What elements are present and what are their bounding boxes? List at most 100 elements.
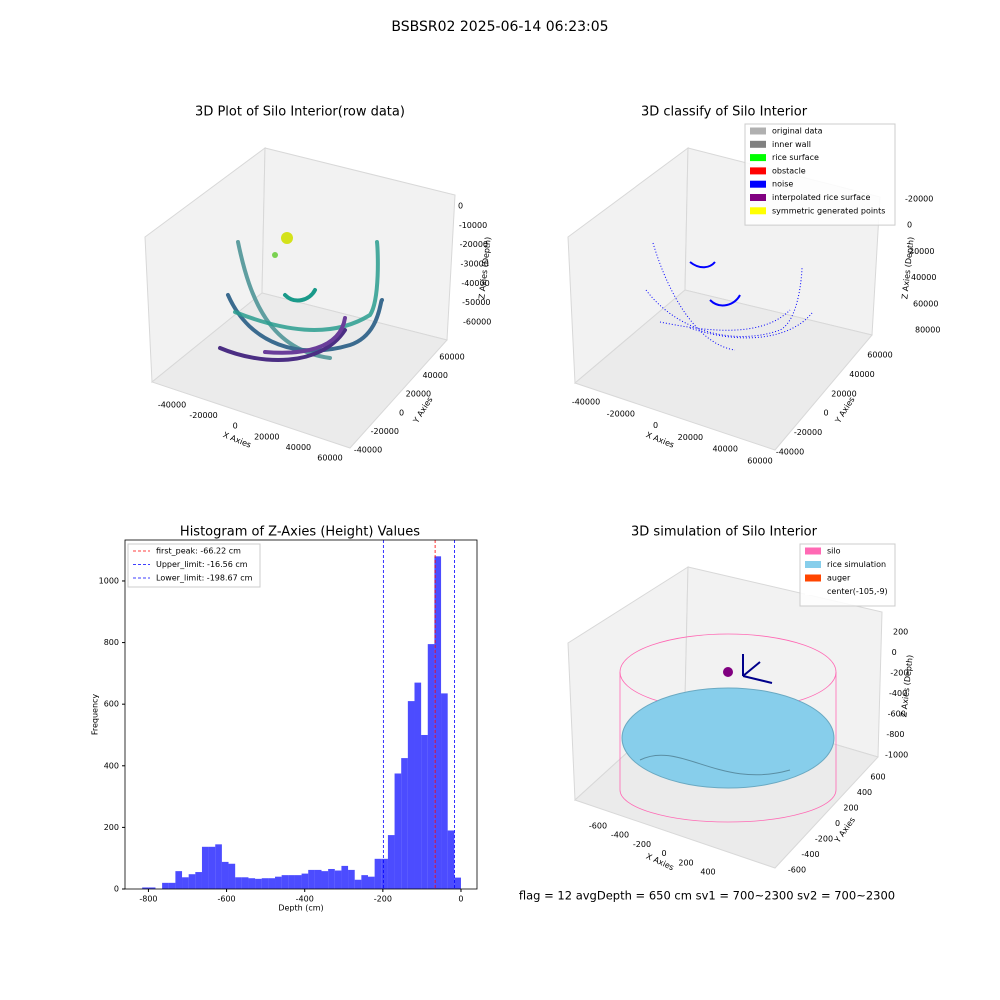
histogram-bar [188,874,196,889]
legend-swatch [805,574,821,582]
x-tick-label: -800 [139,895,157,904]
y-tick-label: -600 [788,866,806,875]
legend-label: inner wall [772,140,811,149]
silo-simulation [619,633,837,823]
y-tick-label: -40000 [776,448,804,457]
y-tick-label: 0 [835,819,840,828]
x-axis-label: X Axies [645,430,676,449]
histogram-bar [454,877,461,889]
histogram-bar [275,876,282,889]
y-axis-label: Frequency [91,694,100,736]
z-axis-label: Z Axies (Depth) [899,654,915,717]
plot-frame [124,539,478,890]
histogram-bar [241,877,249,889]
z-tick-label: 20000 [909,247,934,256]
z-tick-label: 0 [892,648,897,657]
legend-label: Lower_limit: -198.67 cm [156,574,253,583]
z-tick-label: -50000 [462,298,490,307]
histogram-bar [215,844,222,889]
y-axis-label: Y Axies [833,395,857,425]
z-tick-label: -800 [886,730,904,739]
figure-title: BSBSR02 2025-06-14 06:23:05 [391,19,608,35]
legend-label: silo [827,547,841,556]
legend-label: rice simulation [827,560,886,569]
x-tick-label: 200 [678,858,693,867]
histogram-bar [228,863,236,889]
histogram-bar [308,869,315,889]
z-tick-label: 60000 [913,299,938,308]
x-tick-label: 0 [661,849,666,858]
point-cloud [218,232,384,362]
y-tick-label: 200 [843,804,858,813]
histogram-bar [401,758,408,889]
y-axis-label: Y Axies [411,395,435,425]
histogram-bar [434,556,442,889]
histogram-bar [255,878,262,889]
subplot-title: 3D classify of Silo Interior [641,105,808,120]
histogram-bar [387,835,395,889]
y-tick-label: 40000 [422,371,447,380]
legend-swatch [750,167,766,175]
y-tick-label: 20000 [831,389,856,398]
x-tick-label: -200 [374,895,392,904]
z-tick-label: -10000 [459,221,487,230]
histogram-bar [314,869,322,889]
y-tick-label: -200 [815,835,833,844]
z-tick-label: -20000 [905,195,933,204]
histogram-bar [427,644,435,889]
histogram-bar [348,869,355,889]
x-tick-label: -40000 [572,398,600,407]
z-tick-label: 200 [893,628,908,637]
y-tick-label: -40000 [354,446,382,455]
histogram-bar [195,872,202,889]
z-tick-label: -30000 [461,260,489,269]
histogram-bar [368,876,375,889]
x-tick-label: -20000 [189,411,217,420]
histogram-bar [301,873,309,889]
histogram-bar [447,830,455,889]
z-tick-label: -400 [889,689,907,698]
histogram-bar [281,875,289,889]
x-tick-label: -200 [633,840,651,849]
x-tick-label: 60000 [317,454,342,463]
histogram-bar [248,878,256,889]
legend-label: center(-105,-9) [827,587,888,596]
z-tick-label: -600 [888,710,906,719]
x-tick-label: -40000 [158,401,186,410]
x-tick-label: 0 [458,895,463,904]
histogram-bar [294,875,302,889]
legend-label: obstacle [772,166,806,175]
histogram-bar [288,875,295,889]
y-tick-label: 200 [104,823,119,832]
y-tick-label: 800 [104,638,119,647]
histogram-bar [441,693,448,889]
y-tick-label: 20000 [406,390,431,399]
z-tick-label: 80000 [915,326,940,335]
z-tick-label: 0 [907,221,912,230]
x-axis-label: X Axies [222,430,253,449]
z-axis-label: Z Axies (Depth) [900,236,916,299]
subplot-title: Histogram of Z-Axies (Height) Values [180,525,420,540]
histogram-bar [407,701,415,889]
legend-swatch [750,180,766,188]
x-tick-label: -600 [589,822,607,831]
histogram-bar [421,734,428,889]
legend-swatch [750,194,766,201]
legend-swatch [750,154,766,162]
x-axis-label: X Axies [645,852,676,873]
histogram-bar [354,879,362,889]
histogram-bar [148,887,156,889]
histogram-bar [162,882,169,889]
z-tick-label: -200 [890,669,908,678]
z-tick-label: -60000 [463,318,491,327]
y-tick-label: 60000 [867,351,892,360]
y-tick-label: 60000 [439,353,464,362]
histogram-bar [175,871,183,889]
legend-box [744,123,896,226]
x-axis-label: Depth (cm) [278,904,323,913]
z-tick-label: -40000 [461,279,489,288]
histogram-bar [142,887,149,889]
x-tick-label: 40000 [712,445,737,454]
z-tick-label: -1000 [885,751,908,760]
histogram-bar [394,773,402,889]
